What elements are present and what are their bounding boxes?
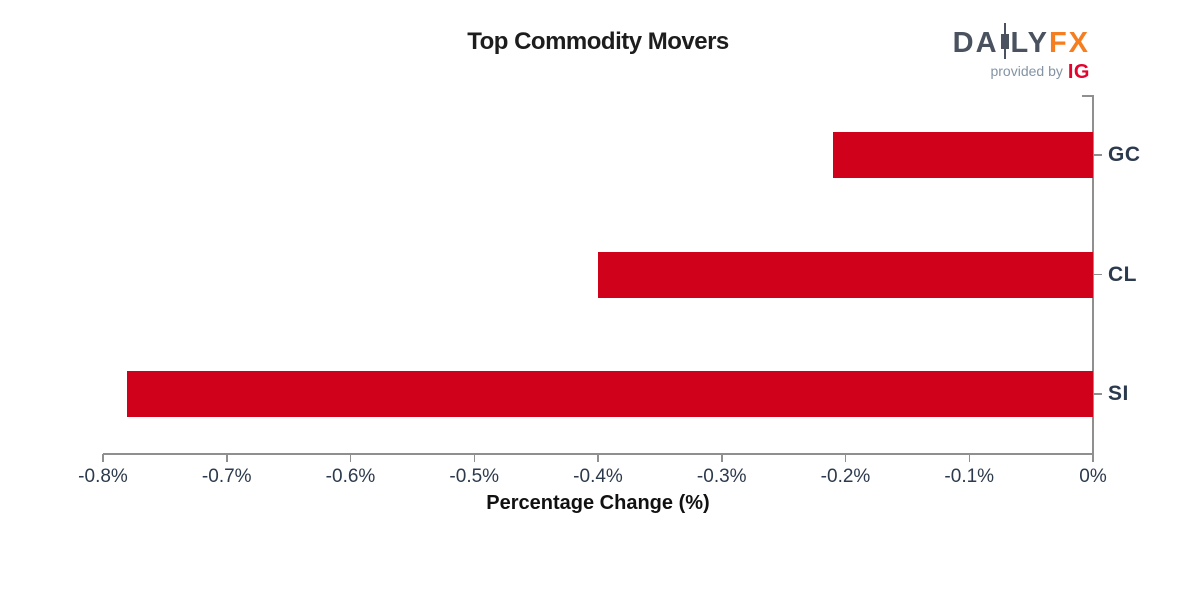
category-tick-SI [1093,393,1102,395]
x-tick-mark [597,454,599,462]
bar-GC [832,131,1093,178]
y-axis-line [1092,95,1094,462]
category-label-CL: CL [1108,262,1137,286]
dailyfx-wordmark: DA LYFX [952,23,1090,59]
candlestick-icon [1000,23,1009,59]
logo-text-da: DA [952,27,999,59]
x-tick-label: -0.3% [696,466,747,487]
x-tick-label: -0.6% [325,466,376,487]
x-tick-mark [473,454,475,462]
x-axis-line [103,453,1093,455]
category-tick-GC [1093,154,1102,156]
bar-SI [127,371,1093,418]
bar-CL [597,251,1093,298]
x-tick-mark [1092,454,1094,462]
plot-area: GC CL SI -0.8% -0.7% -0.6% -0.5% -0.4% -0.3% -0.2… [78,95,1140,487]
chart-title: Top Commodity Movers [467,28,729,55]
x-tick-mark [102,454,104,462]
category-tick-CL [1093,273,1102,276]
x-tick-label: -0.4% [573,466,623,487]
x-tick-label: 0% [1079,466,1107,487]
x-axis-title: Percentage Change (%) [486,492,710,514]
dailyfx-logo: DA LYFX provided by IG [952,23,1090,83]
provided-by-line: provided by IG [953,61,1090,83]
axis-end-cap [1082,95,1093,97]
ig-logo: IG [1067,61,1090,83]
x-tick-mark [844,454,847,462]
category-label-GC: GC [1108,142,1141,166]
x-tick-label: -0.5% [449,466,500,487]
x-tick-label: -0.8% [78,466,128,487]
logo-text-ly: LY [1010,27,1049,59]
x-tick-label: -0.7% [201,466,252,487]
x-tick-label: -0.1% [944,466,995,487]
x-tick-mark [226,454,228,462]
x-tick-mark [721,454,723,462]
logo-text-fx: FX [1048,27,1090,59]
category-label-SI: SI [1108,382,1129,406]
x-tick-mark [968,454,970,462]
provided-by-text: provided by [990,63,1063,79]
x-tick-mark [349,454,352,462]
x-tick-label: -0.2% [820,466,871,487]
candle-body [1000,34,1009,49]
